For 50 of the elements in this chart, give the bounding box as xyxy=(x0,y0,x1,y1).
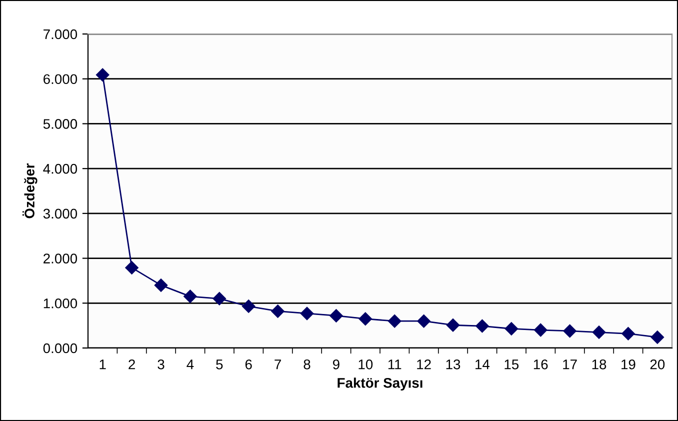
point xyxy=(622,327,635,340)
x-tick-label: 2 xyxy=(128,359,135,370)
y-tick-label: 0.000 xyxy=(43,343,78,354)
x-tick-label: 5 xyxy=(216,360,223,370)
point xyxy=(184,290,197,303)
point xyxy=(154,278,168,292)
y-tick-label: 3.000 xyxy=(43,208,78,219)
y-axis-title: Özdeğer xyxy=(22,163,38,218)
x-tick-label: 20 xyxy=(650,359,665,370)
point xyxy=(96,68,110,82)
point xyxy=(592,326,606,339)
y-tick-label: 7.000 xyxy=(44,29,78,40)
x-tick-label: 11 xyxy=(388,360,402,370)
x-tick-label: 3 xyxy=(158,359,164,370)
point xyxy=(300,306,314,320)
y-tick-label: 4.000 xyxy=(43,164,78,174)
point xyxy=(417,314,430,328)
y-tick-label: 6.000 xyxy=(44,74,78,84)
x-tick-label: 12 xyxy=(417,359,431,370)
point xyxy=(388,314,402,328)
x-tick-label: 17 xyxy=(563,360,577,370)
x-tick-label: 19 xyxy=(622,359,636,370)
point xyxy=(563,324,576,338)
x-axis-title: Faktör Sayısı xyxy=(338,378,422,391)
point xyxy=(358,312,372,326)
x-tick-label: 16 xyxy=(534,359,548,370)
point xyxy=(271,304,284,318)
x-tick-label: 14 xyxy=(476,360,490,370)
point xyxy=(242,300,256,313)
x-tick-label: 4 xyxy=(186,360,194,370)
y-tick-label: 2.000 xyxy=(44,254,78,264)
x-tick-label: 13 xyxy=(446,359,460,370)
x-tick-label: 18 xyxy=(592,359,606,370)
y-tick-label: 1.000 xyxy=(44,298,78,308)
x-tick-label: 6 xyxy=(245,359,252,370)
x-tick-label: 7 xyxy=(274,360,281,370)
point xyxy=(446,318,460,332)
x-tick-label: 1 xyxy=(100,360,106,370)
point xyxy=(125,261,138,274)
y-tick-label: 5.000 xyxy=(43,119,78,129)
x-tick-label: 15 xyxy=(504,360,519,370)
point xyxy=(650,330,664,344)
x-tick-label: 10 xyxy=(358,359,373,370)
x-tick-label: 8 xyxy=(304,359,310,370)
point xyxy=(504,322,518,336)
point xyxy=(330,309,343,322)
point xyxy=(212,292,226,306)
point xyxy=(534,323,548,337)
point xyxy=(476,319,489,333)
x-tick-label: 9 xyxy=(332,359,340,370)
